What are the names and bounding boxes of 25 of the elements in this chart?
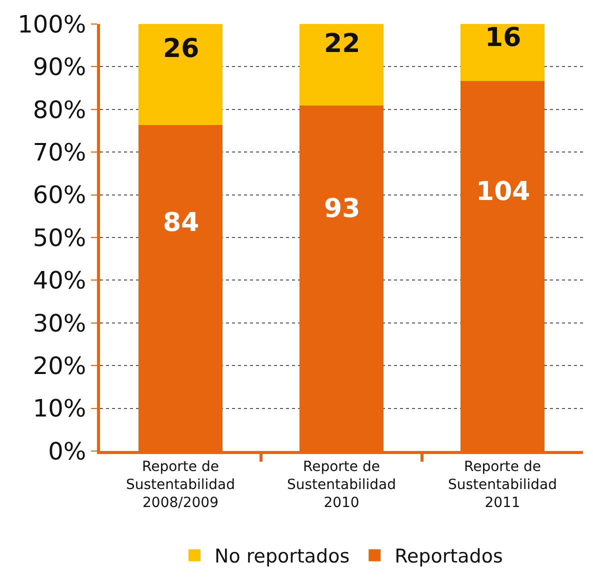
y-tick-label: 30% — [32, 309, 86, 338]
bar — [138, 24, 222, 125]
y-tick-label: 60% — [32, 181, 86, 210]
y-tick-label: 0% — [48, 437, 86, 466]
y-tick-label: 10% — [32, 394, 86, 423]
y-tick-label: 80% — [32, 96, 86, 124]
y-tick-label: 20% — [32, 352, 86, 380]
legend-label: Reportados — [394, 546, 503, 568]
y-tick-label: 70% — [32, 138, 86, 166]
annotation: 93 — [324, 194, 360, 224]
annotation: 84 — [163, 208, 200, 238]
bar — [300, 24, 384, 106]
annotation: 104 — [476, 177, 530, 207]
annotation: 22 — [324, 29, 360, 59]
x-tick-label: Reporte de Sustentabilidad 2011 — [448, 458, 558, 512]
y-tick-label: 90% — [32, 53, 86, 82]
y-tick-label: 100% — [18, 10, 86, 38]
annotation: 16 — [485, 23, 522, 53]
legend-label: No reportados — [214, 546, 350, 568]
y-tick-label: 50% — [32, 224, 86, 252]
annotation: 26 — [163, 34, 200, 64]
x-tick-label: Reporte de Sustentabilidad 2010 — [286, 458, 396, 512]
x-tick-label: Reporte de Sustentabilidad 2008/2009 — [126, 458, 236, 512]
bar — [460, 24, 544, 81]
y-tick-label: 40% — [32, 266, 86, 295]
